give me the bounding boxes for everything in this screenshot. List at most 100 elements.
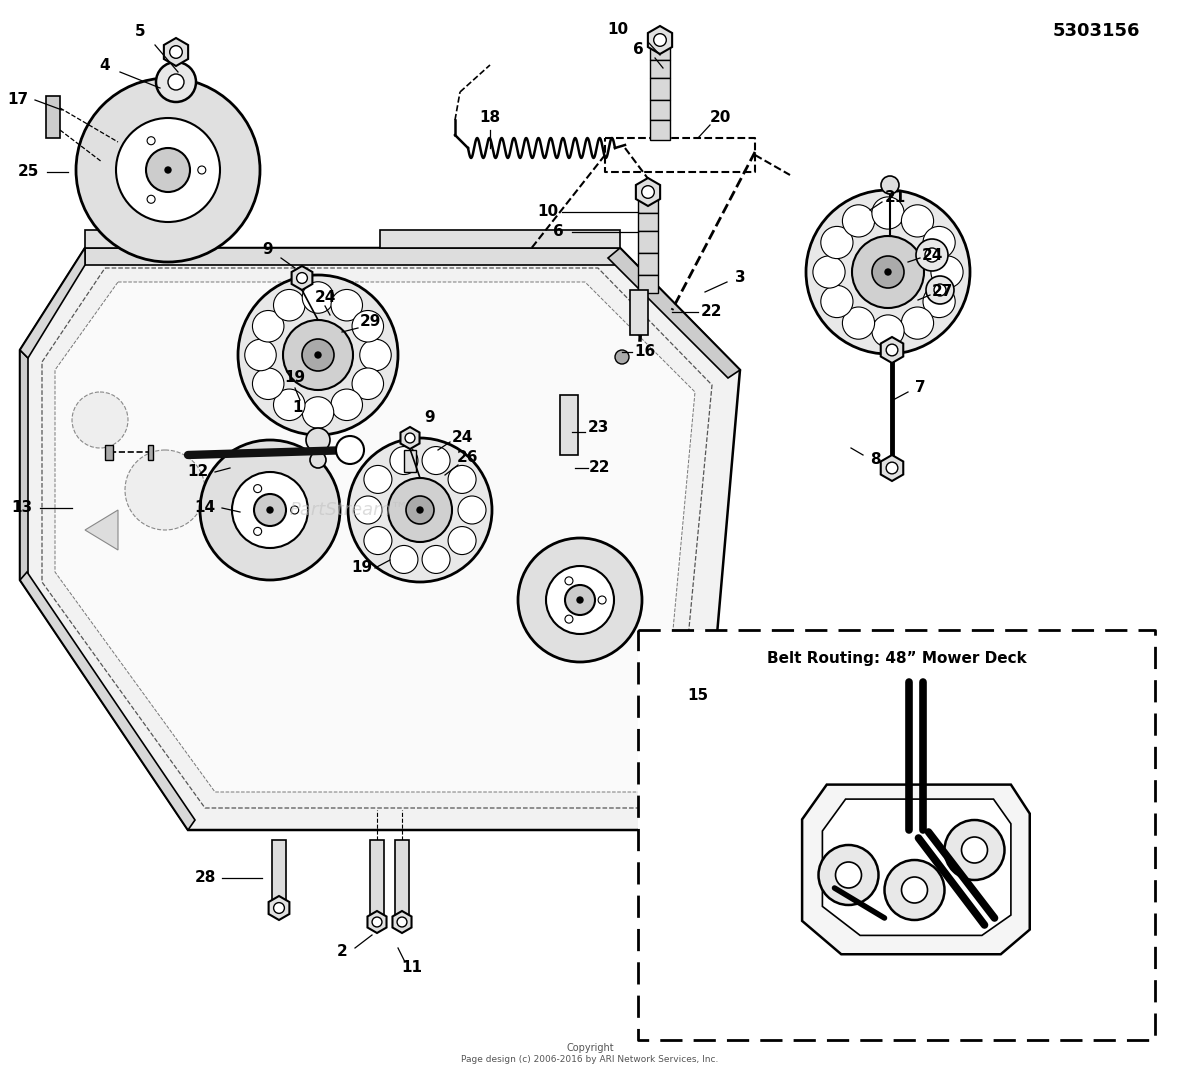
Text: 19: 19: [352, 560, 373, 575]
Bar: [650, 42, 670, 60]
Circle shape: [302, 282, 334, 313]
Circle shape: [902, 205, 933, 237]
Polygon shape: [20, 248, 85, 358]
Circle shape: [821, 226, 853, 259]
Circle shape: [577, 597, 583, 603]
Polygon shape: [400, 427, 420, 449]
Circle shape: [389, 446, 418, 474]
Text: 24: 24: [922, 248, 943, 263]
Circle shape: [302, 397, 334, 428]
Circle shape: [886, 344, 898, 356]
Circle shape: [274, 902, 284, 913]
Circle shape: [306, 428, 330, 452]
Text: 10: 10: [608, 23, 629, 38]
Bar: [638, 214, 658, 231]
Circle shape: [962, 837, 988, 863]
Circle shape: [332, 290, 362, 321]
Polygon shape: [164, 38, 188, 67]
Circle shape: [843, 205, 874, 237]
Text: Copyright: Copyright: [566, 1043, 614, 1053]
Circle shape: [232, 472, 308, 548]
Circle shape: [417, 508, 422, 513]
Circle shape: [926, 276, 953, 304]
Bar: [638, 195, 658, 214]
Bar: [404, 450, 417, 472]
Text: 24: 24: [451, 430, 473, 445]
Bar: [105, 445, 113, 460]
Text: Belt Routing: 48” Mower Deck: Belt Routing: 48” Mower Deck: [767, 650, 1027, 665]
Circle shape: [244, 339, 276, 371]
Circle shape: [458, 496, 486, 524]
Text: 4: 4: [99, 58, 110, 73]
Circle shape: [352, 310, 384, 342]
Text: 11: 11: [401, 960, 422, 975]
Polygon shape: [880, 337, 903, 363]
Text: 29: 29: [360, 314, 381, 329]
Circle shape: [352, 368, 384, 399]
Circle shape: [448, 466, 476, 494]
Circle shape: [518, 538, 642, 662]
Circle shape: [806, 190, 970, 354]
Text: 10: 10: [537, 205, 558, 220]
Circle shape: [254, 528, 262, 535]
Circle shape: [872, 197, 904, 230]
Circle shape: [146, 148, 190, 192]
Circle shape: [448, 527, 476, 555]
Text: 8: 8: [870, 453, 880, 468]
Circle shape: [348, 438, 492, 582]
Circle shape: [332, 389, 362, 421]
Text: 3: 3: [735, 270, 746, 285]
Circle shape: [565, 585, 595, 615]
Circle shape: [923, 285, 955, 318]
Circle shape: [199, 440, 340, 580]
Circle shape: [116, 118, 219, 222]
Bar: [148, 445, 153, 460]
Circle shape: [654, 33, 667, 46]
Polygon shape: [648, 26, 673, 54]
Polygon shape: [636, 178, 660, 206]
Text: 18: 18: [479, 111, 500, 126]
Circle shape: [406, 496, 434, 524]
Circle shape: [274, 290, 304, 321]
Circle shape: [422, 446, 450, 474]
Circle shape: [405, 433, 415, 443]
Bar: [638, 231, 658, 253]
Circle shape: [902, 877, 927, 903]
Circle shape: [902, 307, 933, 339]
Text: 13: 13: [12, 500, 33, 515]
Polygon shape: [802, 784, 1030, 954]
Polygon shape: [608, 248, 740, 378]
Text: 9: 9: [425, 411, 435, 426]
Circle shape: [843, 307, 874, 339]
Text: 26: 26: [458, 451, 479, 466]
Bar: [638, 253, 658, 275]
Circle shape: [642, 186, 654, 199]
Bar: [638, 630, 1155, 1040]
Polygon shape: [85, 230, 215, 248]
Circle shape: [363, 466, 392, 494]
Circle shape: [165, 167, 171, 173]
Circle shape: [935, 284, 946, 296]
Circle shape: [872, 314, 904, 347]
Circle shape: [925, 248, 939, 262]
Text: 5: 5: [135, 25, 145, 40]
Text: 17: 17: [7, 92, 28, 107]
Circle shape: [310, 452, 326, 468]
Polygon shape: [269, 896, 289, 920]
Text: 16: 16: [635, 344, 656, 359]
Polygon shape: [20, 350, 28, 590]
Circle shape: [363, 527, 392, 555]
Circle shape: [389, 545, 418, 573]
Text: 28: 28: [195, 870, 216, 885]
Circle shape: [315, 352, 321, 358]
Bar: [638, 275, 658, 293]
Circle shape: [156, 62, 196, 102]
Bar: [371, 840, 384, 920]
Text: 21: 21: [884, 191, 905, 206]
Circle shape: [170, 46, 182, 58]
Text: 22: 22: [589, 460, 611, 475]
Circle shape: [886, 462, 898, 474]
Circle shape: [819, 846, 878, 905]
Circle shape: [290, 506, 299, 514]
Circle shape: [835, 862, 861, 888]
